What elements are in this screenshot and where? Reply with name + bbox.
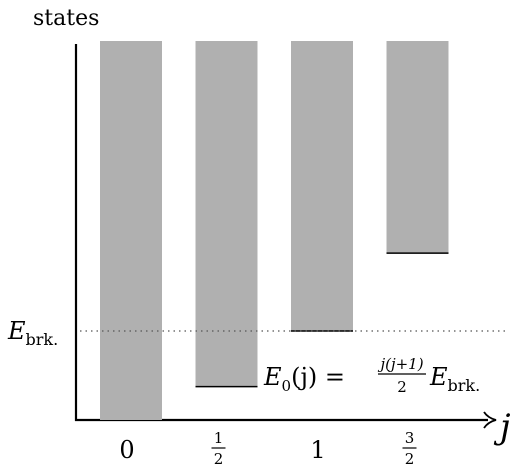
- y-axis-label: states: [33, 6, 99, 31]
- tick-label-2: 1: [310, 436, 325, 464]
- formula-frac-den: 2: [397, 378, 407, 396]
- formula-frac-num: j(j+1): [377, 355, 423, 373]
- tick-label-1-numerator: 1: [214, 429, 224, 447]
- tick-label-3-denominator: 2: [405, 450, 415, 467]
- threshold-label-sub: brk.: [26, 330, 59, 349]
- formula-rhs: Ebrk.: [429, 363, 480, 395]
- formula-rhs-sub: brk.: [448, 376, 481, 395]
- band-bar-0: [100, 41, 162, 420]
- band-bar-3: [386, 41, 449, 254]
- tick-labels-group: 0 1 2 1 3 2: [119, 429, 417, 467]
- band-bar-2: [291, 41, 353, 331]
- formula-lhs-arg: (j) =: [291, 363, 345, 391]
- formula: E0(j) = j(j+1) 2 Ebrk.: [263, 355, 480, 396]
- threshold-label-main: E: [7, 317, 26, 345]
- tick-label-0: 0: [119, 436, 134, 464]
- bars-group: [100, 41, 449, 420]
- x-axis-label: j: [493, 407, 511, 447]
- tick-label-3-numerator: 3: [405, 429, 415, 447]
- threshold-label: Ebrk.: [7, 317, 58, 349]
- formula-lhs: E0(j) =: [263, 363, 345, 395]
- formula-rhs-main: E: [429, 363, 448, 391]
- formula-lhs-main: E: [263, 363, 282, 391]
- tick-label-1-denominator: 2: [214, 450, 224, 467]
- formula-lhs-sub: 0: [282, 377, 292, 395]
- x-axis-arrowhead: [483, 411, 497, 429]
- band-bar-1: [195, 41, 258, 387]
